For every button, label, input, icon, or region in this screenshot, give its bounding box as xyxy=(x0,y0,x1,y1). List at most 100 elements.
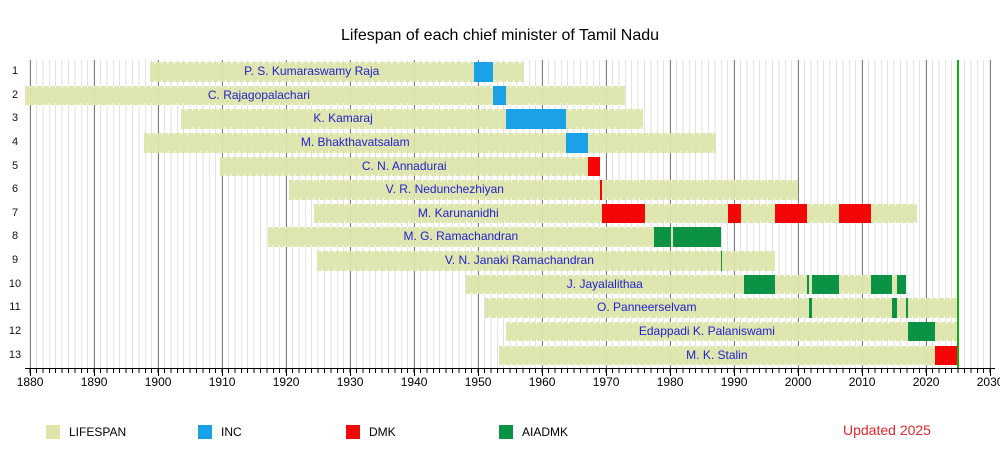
term-segment-aiadmk xyxy=(871,274,893,295)
row-number: 13 xyxy=(8,348,22,361)
term-segment-aiadmk xyxy=(743,274,776,295)
cm-name-label: V. R. Nedunchezhiyan xyxy=(385,182,504,197)
lifespan-bar xyxy=(25,85,626,106)
axis-tick xyxy=(157,369,159,376)
term-segment-aiadmk xyxy=(809,298,813,318)
lifespan-swatch xyxy=(46,425,60,439)
cm-name-label: J. Jayalalithaa xyxy=(566,276,643,291)
timeline-row: J. Jayalalithaa xyxy=(25,274,995,295)
axis-tick-label: 1980 xyxy=(656,375,684,389)
timeline-row: C. N. Annadurai xyxy=(25,156,995,177)
axis-tick xyxy=(477,369,479,376)
row-number: 8 xyxy=(11,230,19,243)
today-line xyxy=(957,60,960,368)
timeline-row: M. Karunanidhi xyxy=(25,203,995,224)
legend-item-inc: INC xyxy=(198,422,242,442)
axis-tick-label: 1910 xyxy=(208,375,236,389)
decade-gridline xyxy=(29,60,31,368)
legend-label-inc: INC xyxy=(221,425,242,439)
row-number: 6 xyxy=(11,183,19,196)
legend-item-dmk: DMK xyxy=(346,422,396,442)
term-segment-dmk xyxy=(775,203,808,224)
timeline-row: Edappadi K. Palaniswami xyxy=(25,321,995,342)
term-segment-dmk xyxy=(602,203,646,224)
x-axis: 1880 1890 1900 1910 1920 1930 1940 1950 1960 1970… xyxy=(17,369,1000,395)
term-segment-dmk xyxy=(600,180,603,200)
cm-name-label: O. Panneerselvam xyxy=(597,300,697,315)
legend-label-dmk: DMK xyxy=(369,425,396,439)
row-number: 4 xyxy=(11,136,19,149)
row-number: 1 xyxy=(11,65,19,78)
axis-tick xyxy=(861,369,863,376)
lifespan-bar xyxy=(484,298,959,318)
term-segment-aiadmk xyxy=(673,227,722,247)
timeline-row: K. Kamaraj xyxy=(25,109,995,129)
lifespan-bar xyxy=(180,109,644,129)
row-number: 9 xyxy=(11,254,19,267)
axis-tick-label: 1900 xyxy=(144,375,172,389)
axis-tick-label: 2010 xyxy=(848,375,876,389)
timeline-row: M. Bhakthavatsalam xyxy=(25,133,995,153)
axis-tick-label: 2020 xyxy=(912,375,940,389)
term-segment-aiadmk xyxy=(807,274,809,295)
timeline-row: C. Rajagopalachari xyxy=(25,85,995,106)
decade-gridline xyxy=(925,60,927,368)
term-segment-inc xyxy=(492,85,506,106)
cm-name-label: P. S. Kumaraswamy Raja xyxy=(244,64,380,79)
plot-area: P. S. Kumaraswamy Raja C. Rajagopalachari… xyxy=(25,60,995,369)
cm-name-label: V. N. Janaki Ramachandran xyxy=(444,253,594,268)
term-segment-aiadmk xyxy=(896,274,907,295)
term-segment-dmk xyxy=(839,203,872,224)
updated-note: Updated 2025 xyxy=(843,422,931,438)
legend-item-lifespan: LIFESPAN xyxy=(46,422,126,442)
legend-item-aiadmk: AIADMK xyxy=(499,422,568,442)
axis-tick-label: 1990 xyxy=(720,375,748,389)
lifespan-bar xyxy=(289,180,799,200)
term-segment-aiadmk xyxy=(907,321,936,342)
axis-tick-label: 2000 xyxy=(784,375,812,389)
row-number: 7 xyxy=(11,206,19,219)
timeline-row: P. S. Kumaraswamy Raja xyxy=(25,62,995,82)
lifespan-bar xyxy=(465,274,907,295)
row-number: 5 xyxy=(11,159,19,172)
legend: LIFESPAN INC DMK AIADMK xyxy=(0,422,1000,444)
lifespan-bar xyxy=(149,62,524,82)
decade-gridline xyxy=(93,60,95,368)
term-segment-dmk xyxy=(728,203,742,224)
axis-tick xyxy=(733,369,735,376)
legend-label-lifespan: LIFESPAN xyxy=(69,425,127,439)
timeline-row: M. G. Ramachandran xyxy=(25,227,995,247)
lifespan-bar xyxy=(220,156,601,177)
lifespan-bar xyxy=(498,345,959,366)
term-segment-aiadmk xyxy=(892,298,897,318)
axis-tick-label: 1950 xyxy=(464,375,492,389)
axis-tick xyxy=(605,369,607,376)
cm-name-label: M. Bhakthavatsalam xyxy=(300,135,410,150)
row-number: 10 xyxy=(8,277,22,290)
aiadmk-swatch xyxy=(499,425,513,439)
timeline-row: O. Panneerselvam xyxy=(25,298,995,318)
axis-tick-label: 1890 xyxy=(80,375,108,389)
row-number: 3 xyxy=(11,112,19,125)
legend-label-aiadmk: AIADMK xyxy=(522,425,569,439)
decade-gridline xyxy=(285,60,287,368)
decade-gridline xyxy=(221,60,223,368)
axis-tick xyxy=(669,369,671,376)
lifespan-bar xyxy=(267,227,722,247)
term-segment-aiadmk xyxy=(721,251,722,271)
decade-gridline xyxy=(989,60,991,368)
lifespan-bar xyxy=(506,321,959,342)
lifespan-bar xyxy=(317,251,776,271)
axis-tick-label: 1880 xyxy=(16,375,44,389)
timeline-row: M. K. Stalin xyxy=(25,345,995,366)
dmk-swatch xyxy=(346,425,360,439)
row-number: 11 xyxy=(9,301,21,314)
term-segment-inc xyxy=(505,109,567,129)
axis-tick-label: 1930 xyxy=(336,375,364,389)
cm-name-label: C. N. Annadurai xyxy=(361,158,447,173)
timeline-row: V. R. Nedunchezhiyan xyxy=(25,180,995,200)
axis-tick xyxy=(221,369,223,376)
term-segment-dmk xyxy=(588,156,601,177)
axis-tick xyxy=(413,369,415,376)
axis-tick-label: 1960 xyxy=(528,375,556,389)
